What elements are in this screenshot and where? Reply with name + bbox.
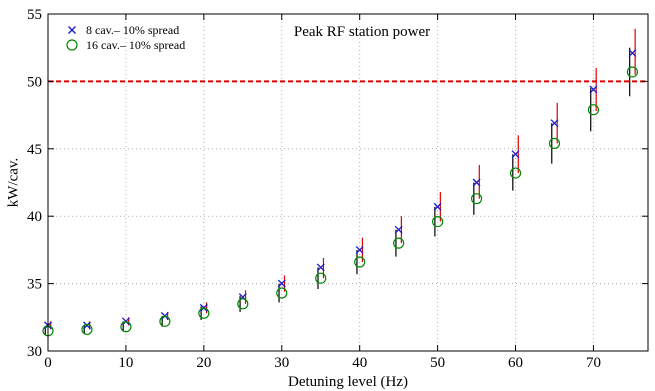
marker-circle-45 bbox=[393, 237, 405, 249]
y-axis-title: kW/cav. bbox=[5, 158, 21, 207]
marker-circle-65 bbox=[548, 137, 561, 150]
marker-circle-75 bbox=[626, 66, 639, 78]
legend-entry-16-cav: 16 cav.– 10% spread bbox=[86, 38, 185, 52]
tick-label-x-70: 70 bbox=[586, 355, 601, 371]
plot-frame bbox=[47, 13, 649, 352]
marker-circle-25 bbox=[237, 298, 249, 310]
marker-x-75 bbox=[628, 49, 637, 58]
marker-circle-50 bbox=[432, 215, 444, 228]
legend-entry-8-cav: 8 cav.– 10% spread bbox=[86, 23, 179, 37]
tick-label-x-60: 60 bbox=[508, 355, 523, 371]
tick-label-y-40: 40 bbox=[27, 209, 42, 225]
marker-circle-15 bbox=[159, 315, 171, 327]
legend: 8 cav.– 10% spread 16 cav.– 10% spread bbox=[66, 23, 185, 52]
legend-circle-glyph bbox=[66, 39, 78, 51]
tick-label-x-50: 50 bbox=[430, 355, 445, 371]
marker-circle-30 bbox=[276, 287, 288, 299]
marker-x-5 bbox=[83, 321, 91, 330]
marker-circle-40 bbox=[354, 256, 366, 268]
marker-circle-60 bbox=[509, 167, 522, 179]
tick-label-x-10: 10 bbox=[118, 355, 133, 371]
tick-label-x-30: 30 bbox=[274, 355, 289, 371]
tick-label-y-35: 35 bbox=[27, 277, 42, 293]
legend-x-glyph bbox=[68, 26, 76, 34]
marker-x-55 bbox=[472, 178, 481, 187]
marker-circle-35 bbox=[315, 272, 327, 284]
tick-label-y-55: 55 bbox=[27, 7, 42, 23]
grid-lines bbox=[48, 14, 648, 351]
marker-x-50 bbox=[433, 202, 442, 211]
tick-label-y-30: 30 bbox=[27, 344, 42, 360]
marker-circle-5 bbox=[81, 323, 93, 336]
plot-title: Peak RF station power bbox=[294, 24, 430, 40]
axis-ticks bbox=[47, 13, 648, 352]
marker-circle-70 bbox=[587, 104, 600, 116]
tick-label-y-45: 45 bbox=[27, 142, 42, 158]
marker-x-40 bbox=[355, 245, 364, 254]
marker-x-45 bbox=[394, 225, 403, 234]
tick-label-x-20: 20 bbox=[196, 355, 211, 371]
tick-label-x-40: 40 bbox=[352, 355, 367, 371]
x-axis-title: Detuning level (Hz) bbox=[288, 374, 408, 390]
tick-labels: 0 10 20 30 40 50 60 70 30 35 40 45 50 55 bbox=[27, 7, 601, 371]
marker-x-70 bbox=[589, 85, 598, 94]
marker-circle-10 bbox=[120, 321, 132, 333]
error-bars bbox=[44, 28, 636, 335]
marker-circle-20 bbox=[198, 307, 210, 319]
marker-x-65 bbox=[550, 119, 559, 128]
data-markers bbox=[42, 49, 639, 337]
tick-label-y-50: 50 bbox=[27, 74, 42, 90]
legend-marker-x bbox=[68, 26, 76, 34]
tick-label-x-0: 0 bbox=[44, 355, 52, 371]
marker-x-30 bbox=[277, 279, 286, 288]
marker-x-60 bbox=[511, 150, 520, 159]
legend-marker-circle bbox=[66, 39, 78, 51]
marker-x-35 bbox=[316, 263, 325, 272]
marker-circle-55 bbox=[470, 193, 483, 205]
